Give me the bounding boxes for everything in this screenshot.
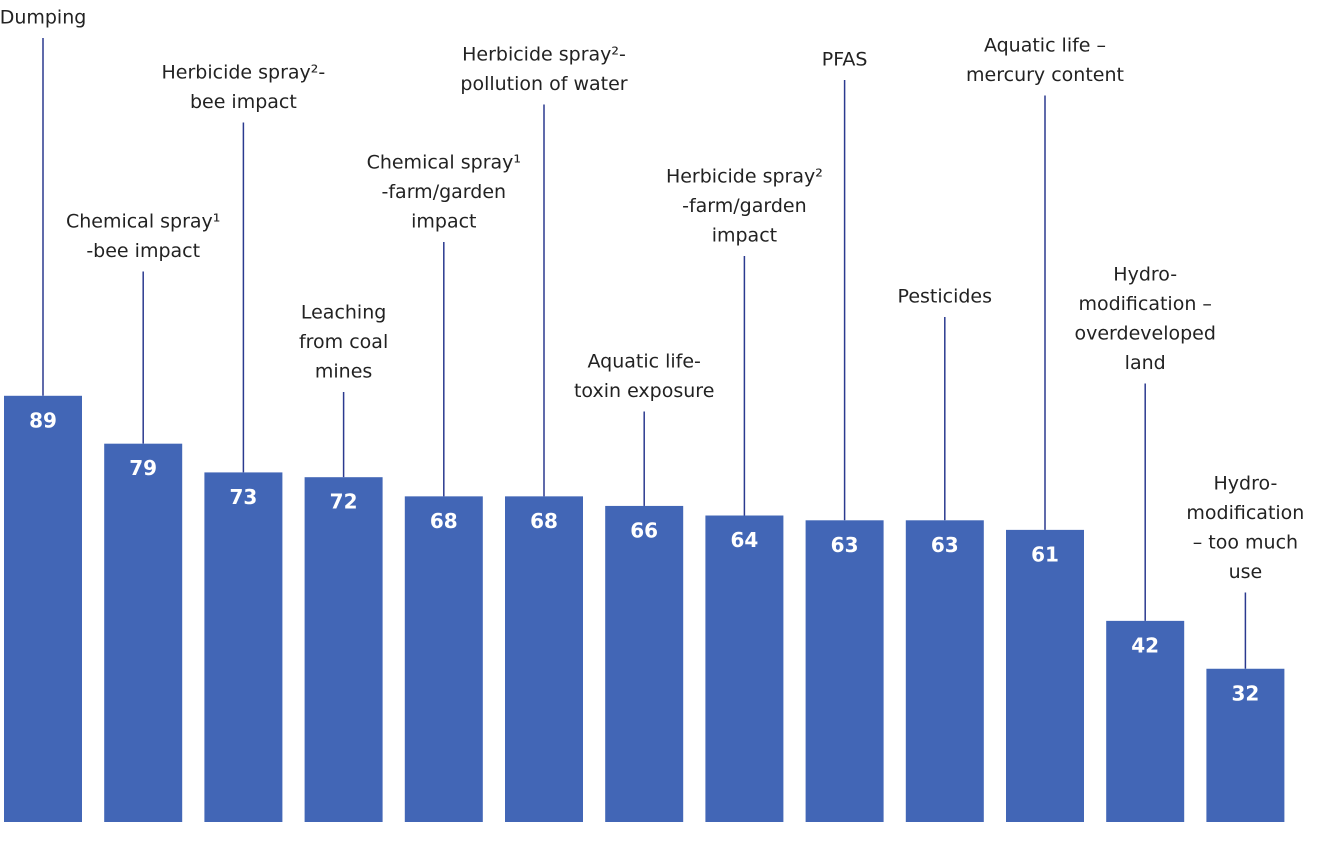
category-label: Hydro- [1213, 473, 1277, 495]
value-label: 72 [330, 490, 358, 514]
value-label: 64 [730, 528, 758, 552]
bar [4, 395, 82, 822]
category-label: overdeveloped [1074, 323, 1215, 345]
bar [304, 477, 383, 822]
category-label: – too much [1193, 532, 1298, 554]
bar [104, 443, 183, 822]
bar [404, 496, 483, 822]
value-label: 73 [229, 485, 257, 509]
category-label: Chemical spray¹ [367, 152, 521, 174]
bar [1206, 668, 1285, 822]
bar [705, 515, 784, 822]
bar [204, 472, 283, 822]
category-label: -bee impact [86, 240, 200, 262]
value-label: 32 [1231, 681, 1259, 705]
category-label: impact [411, 211, 476, 233]
bar [605, 505, 684, 822]
category-label: Aquatic life – [984, 35, 1106, 57]
category-label: from coal [299, 331, 388, 353]
category-label: Pesticides [898, 286, 992, 308]
category-label: mercury content [966, 64, 1124, 86]
bar [905, 520, 984, 822]
category-label: -farm/garden [382, 181, 507, 203]
value-label: 68 [430, 509, 458, 533]
value-label: 61 [1031, 542, 1059, 566]
category-label: Aquatic life- [587, 351, 700, 373]
category-label: -farm/garden [682, 195, 807, 217]
category-label: modification [1186, 502, 1304, 524]
category-label: Dumping [0, 7, 86, 29]
value-label: 79 [129, 456, 157, 480]
category-label: land [1125, 352, 1166, 374]
bar [505, 496, 583, 822]
category-label: mines [315, 361, 372, 383]
value-label: 66 [630, 518, 658, 542]
bar [1006, 529, 1084, 822]
bar [805, 520, 884, 822]
value-label: 89 [29, 408, 57, 432]
category-label: modification – [1078, 293, 1211, 315]
category-label: pollution of water [460, 73, 627, 95]
category-label: toxin exposure [574, 380, 714, 402]
category-label: Hydro- [1113, 264, 1177, 286]
category-label: use [1229, 561, 1263, 583]
value-label: 63 [931, 533, 959, 557]
category-label: Herbicide spray²- [162, 62, 326, 84]
value-label: 68 [530, 509, 558, 533]
category-label: bee impact [190, 91, 297, 113]
category-label: Leaching [301, 302, 386, 324]
value-label: 63 [831, 533, 859, 557]
category-label: impact [712, 225, 777, 247]
category-label: Chemical spray¹ [66, 211, 220, 233]
category-label: PFAS [822, 49, 868, 71]
category-label: Herbicide spray²- [462, 44, 626, 66]
value-label: 42 [1131, 633, 1159, 657]
category-label: Herbicide spray² [666, 166, 823, 188]
bar [1106, 620, 1185, 822]
